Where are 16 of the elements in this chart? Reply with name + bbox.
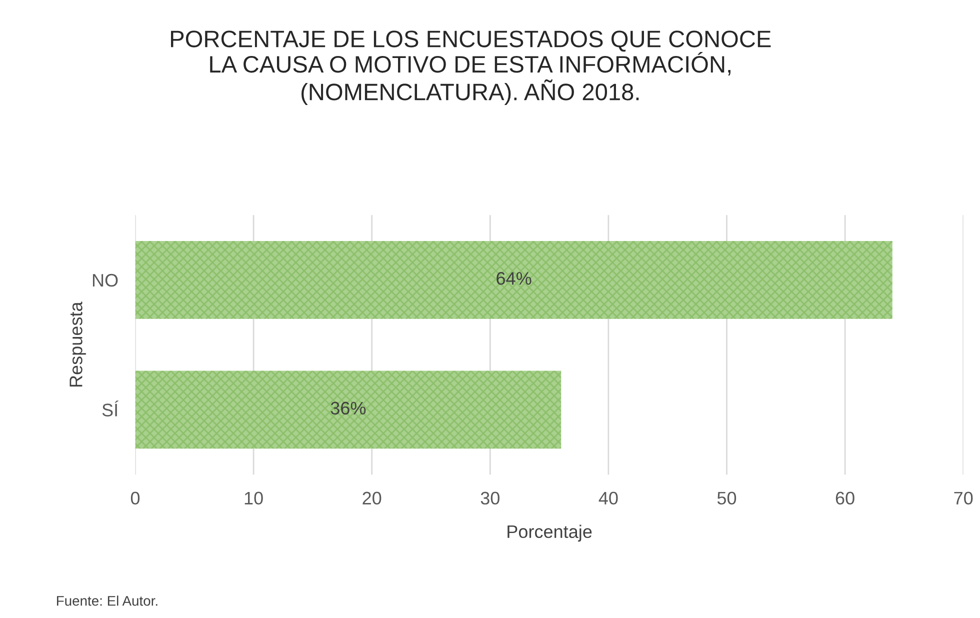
x-tick-label: 40 bbox=[598, 492, 618, 505]
chart-title: PORCENTAJE DE LOS ENCUESTADOS QUE CONOCE LA CAUSA O MOTIVO DE ESTA INFORMACIÓN, (NOMENCLATURA). AÑO 2018. bbox=[171, 30, 771, 106]
y-axis-title: Respuesta bbox=[70, 302, 86, 387]
x-tick-label: 70 bbox=[954, 492, 973, 505]
x-tick-label: 30 bbox=[480, 492, 500, 505]
x-tick-label: 10 bbox=[244, 492, 263, 505]
x-tick-label: 60 bbox=[836, 492, 854, 505]
x-tick-label: 50 bbox=[717, 492, 736, 505]
source-note: Fuente: El Autor. bbox=[57, 596, 158, 606]
y-tick-label: NO bbox=[92, 274, 118, 287]
x-axis-title: Porcentaje bbox=[508, 524, 592, 542]
data-label: 36% bbox=[330, 402, 366, 415]
data-label: 64% bbox=[496, 272, 532, 285]
x-tick-label: 0 bbox=[130, 492, 140, 505]
x-tick-label: 20 bbox=[362, 492, 382, 505]
y-tick-label: SÍ bbox=[102, 400, 119, 416]
